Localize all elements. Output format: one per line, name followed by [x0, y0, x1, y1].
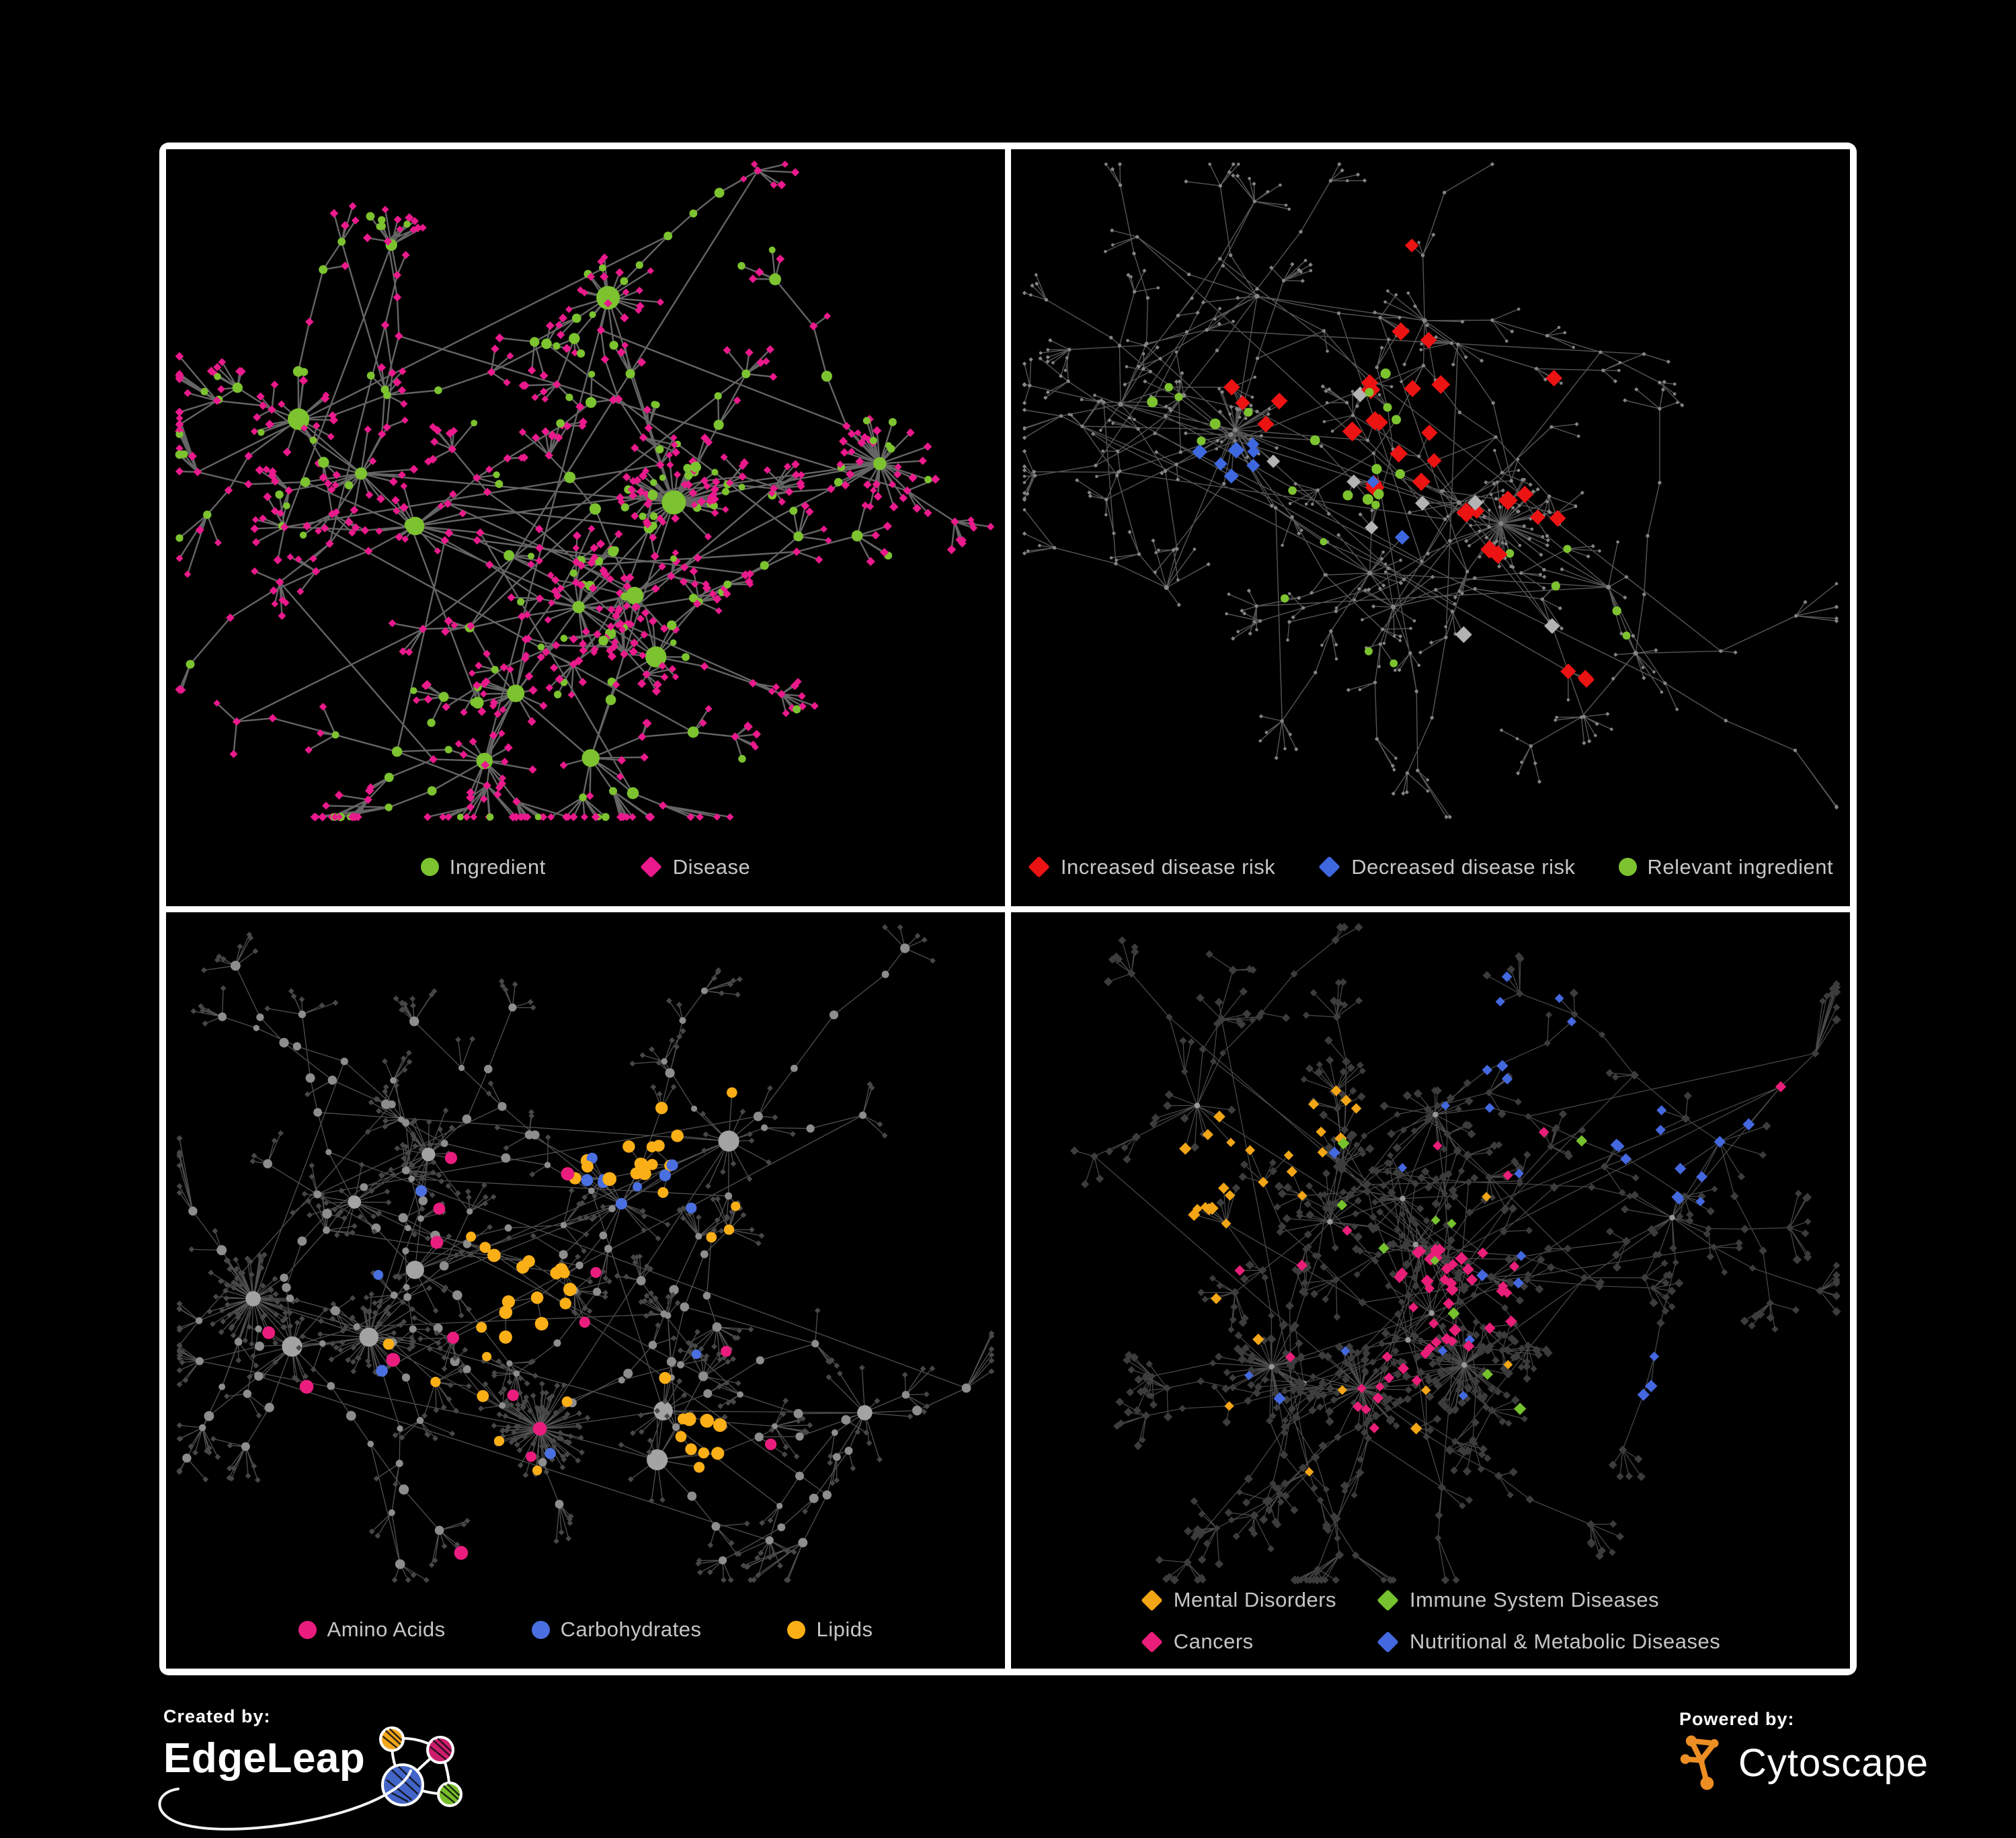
compound-classes-legend: Amino Acids Carbohydrates Lipids	[166, 1617, 1005, 1642]
diamond-marker-icon	[1318, 856, 1341, 878]
legend-label: Amino Acids	[327, 1617, 446, 1641]
legend-label: Immune System Diseases	[1410, 1588, 1660, 1611]
compound-classes-network-canvas	[176, 924, 995, 1583]
legend-item: Lipids	[787, 1617, 873, 1642]
legend-label: Ingredient	[449, 854, 546, 879]
network-grid: Ingredient Disease Increased disease risk…	[159, 143, 1857, 1675]
circle-marker-icon	[1618, 858, 1637, 876]
legend-item: Decreased disease risk	[1318, 855, 1575, 879]
legend-label: Nutritional & Metabolic Diseases	[1410, 1630, 1721, 1653]
cytoscape-wordmark: Cytoscape	[1738, 1741, 1929, 1785]
circle-marker-icon	[531, 1620, 550, 1639]
edgeleap-logo-icon	[379, 1726, 463, 1807]
panel-disease-risk: Increased disease risk Decreased disease …	[1011, 149, 1850, 906]
legend-item: Mental Disorders	[1140, 1588, 1337, 1612]
cytoscape-credit-block: Powered by: Cytoscape	[1679, 1709, 1929, 1793]
circle-marker-icon	[420, 858, 439, 876]
panel-disease-classes: Mental Disorders Immune System Diseases Ca…	[1011, 912, 1850, 1669]
legend-item: Increased disease risk	[1028, 855, 1275, 879]
circle-marker-icon	[298, 1620, 317, 1639]
diamond-marker-icon	[639, 856, 662, 878]
legend-item: Carbohydrates	[531, 1617, 702, 1642]
diamond-marker-icon	[1028, 856, 1050, 878]
legend-label: Increased disease risk	[1060, 854, 1276, 879]
ingredient-disease-network-canvas	[175, 160, 995, 822]
cytoscape-logo-icon	[1680, 1735, 1719, 1790]
powered-by-label: Powered by:	[1679, 1709, 1795, 1729]
edgeleap-credit-block: Created by: EdgeLeap	[158, 1706, 475, 1831]
legend-item: Immune System Diseases	[1377, 1588, 1720, 1612]
legend-label: Decreased disease risk	[1351, 854, 1576, 879]
legend-label: Cancers	[1173, 1630, 1254, 1653]
panel-compound-classes: Amino Acids Carbohydrates Lipids	[166, 912, 1005, 1669]
disease-risk-network-canvas	[1022, 162, 1839, 820]
legend-item: Amino Acids	[298, 1617, 446, 1642]
legend-label: Mental Disorders	[1173, 1588, 1337, 1611]
ingredient-disease-legend: Ingredient Disease	[166, 855, 1005, 879]
legend-label: Disease	[672, 854, 751, 879]
created-by-label: Created by:	[163, 1706, 271, 1726]
diamond-marker-icon	[1140, 1630, 1163, 1653]
legend-item: Relevant ingredient	[1618, 854, 1834, 879]
legend-item: Nutritional & Metabolic Diseases	[1377, 1630, 1720, 1654]
legend-label: Relevant ingredient	[1647, 854, 1834, 879]
panel-ingredient-disease: Ingredient Disease	[166, 149, 1005, 906]
circle-marker-icon	[787, 1620, 806, 1639]
legend-item: Disease	[639, 854, 751, 879]
diamond-marker-icon	[1377, 1589, 1399, 1611]
diamond-marker-icon	[1377, 1630, 1399, 1653]
legend-label: Lipids	[816, 1617, 873, 1641]
legend-item: Ingredient	[420, 854, 546, 879]
diamond-marker-icon	[1140, 1589, 1163, 1611]
disease-classes-legend: Mental Disorders Immune System Diseases Ca…	[1011, 1588, 1850, 1654]
legend-item: Cancers	[1140, 1630, 1336, 1654]
disease-risk-legend: Increased disease risk Decreased disease …	[1011, 855, 1850, 879]
edgeleap-wordmark: EdgeLeap	[163, 1735, 366, 1782]
legend-label: Carbohydrates	[560, 1617, 702, 1641]
disease-classes-network-canvas	[1070, 922, 1841, 1585]
